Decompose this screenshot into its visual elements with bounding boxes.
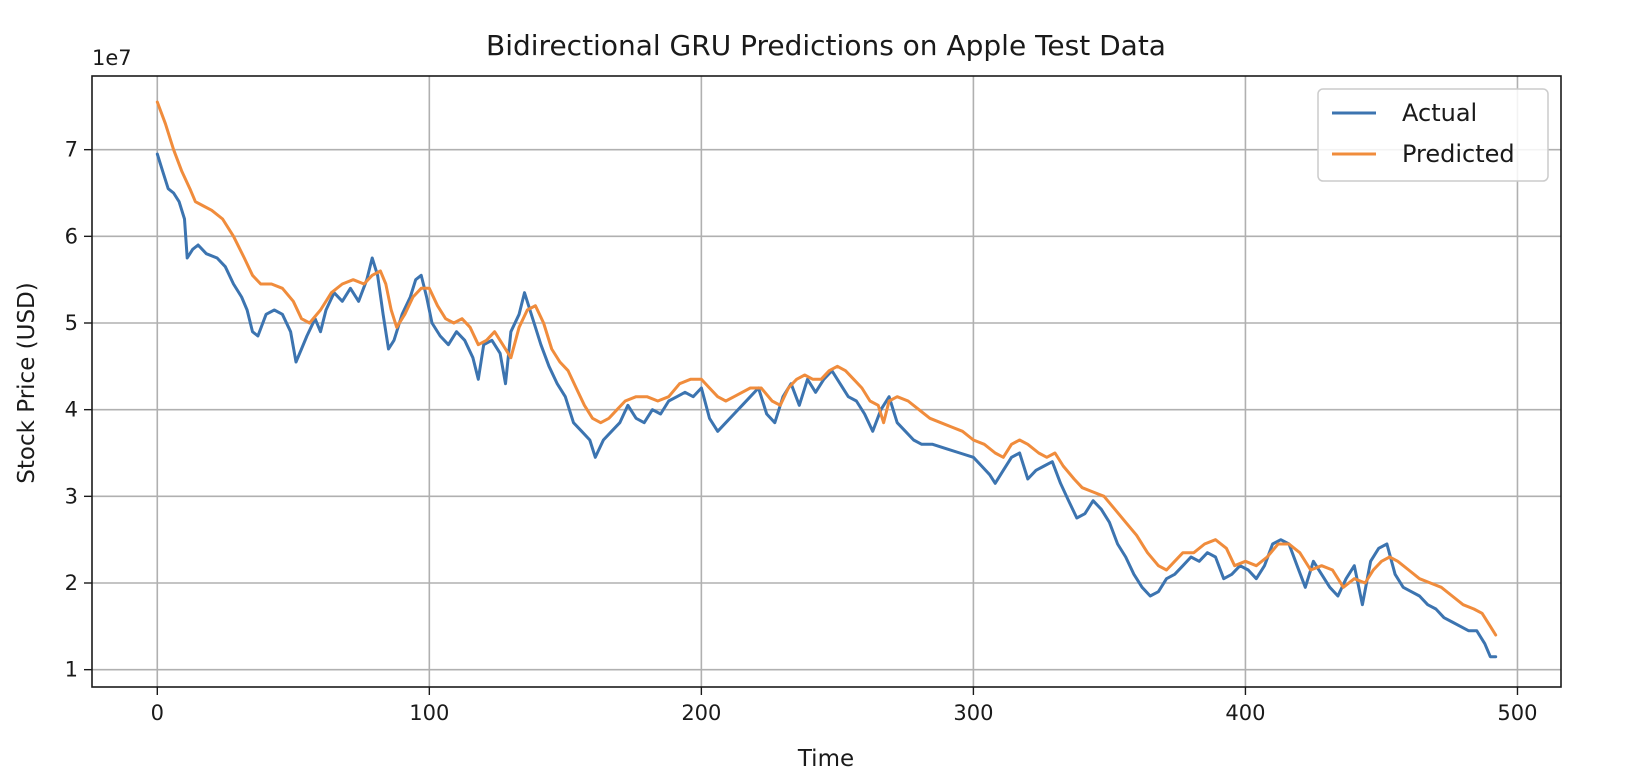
y-tick-label: 5: [65, 311, 78, 335]
legend-label-actual: Actual: [1402, 99, 1477, 127]
series-layer: [155, 100, 1498, 659]
x-tick-label: 500: [1497, 701, 1537, 725]
y-tick-label: 2: [65, 571, 78, 595]
y-tick-label: 7: [65, 138, 78, 162]
chart-title: Bidirectional GRU Predictions on Apple T…: [486, 29, 1166, 62]
x-tick-label: 0: [151, 701, 164, 725]
x-tick-label: 200: [681, 701, 721, 725]
x-tick-label: 100: [409, 701, 449, 725]
series-line-predicted: [155, 100, 1498, 637]
y-tick-label: 6: [65, 224, 78, 248]
y-tick-label: 1: [65, 658, 78, 682]
y-offset-label: 1e7: [92, 46, 132, 70]
x-axis-label: Time: [797, 746, 854, 772]
x-tick-label: 400: [1225, 701, 1265, 725]
legend-label-predicted: Predicted: [1402, 140, 1515, 168]
series-line-actual: [155, 152, 1498, 659]
x-tick-label: 300: [953, 701, 993, 725]
legend: Actual Predicted: [1317, 88, 1549, 182]
axis-ticks: 0 100 200 300 400 500 1 2 3 4 5 6 7: [65, 138, 1538, 725]
y-tick-label: 3: [65, 484, 78, 508]
y-tick-label: 4: [65, 398, 78, 422]
y-axis-label: Stock Price (USD): [14, 282, 40, 483]
plot-frame: [91, 75, 1562, 688]
